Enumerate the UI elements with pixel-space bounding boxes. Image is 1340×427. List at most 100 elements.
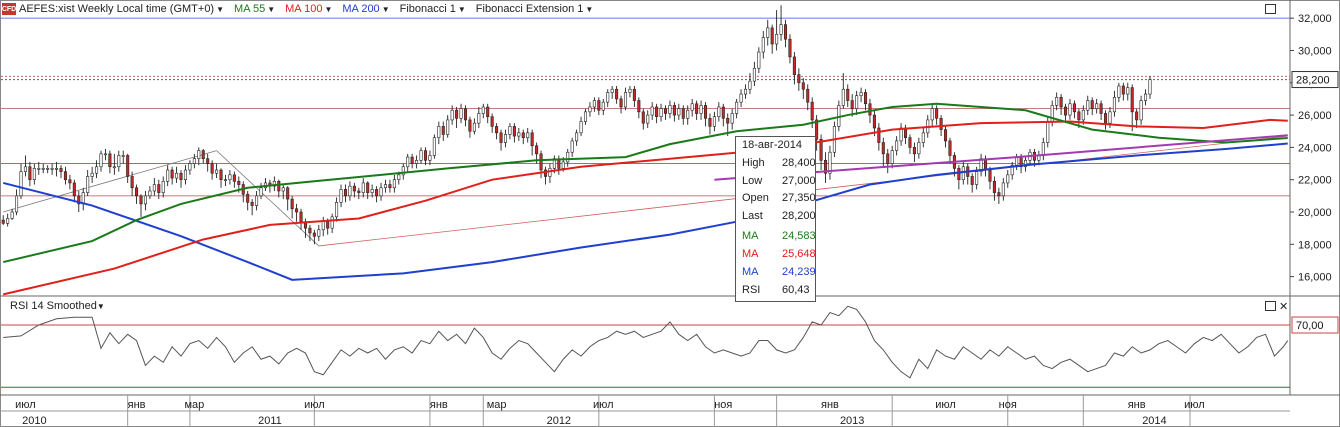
candle — [59, 165, 63, 179]
candle-body — [77, 195, 81, 205]
candle — [543, 166, 548, 185]
candle — [272, 176, 276, 191]
candle-body — [975, 171, 979, 185]
ma100-indicator-toggle[interactable]: MA 100 ▼ — [285, 3, 332, 15]
candle — [175, 166, 179, 183]
candle — [792, 52, 796, 85]
candle-body — [68, 179, 72, 184]
candle-body — [50, 168, 54, 170]
candle — [441, 121, 445, 141]
candle-body — [1095, 103, 1099, 109]
candle — [401, 163, 405, 180]
candle — [290, 195, 294, 219]
candle — [406, 153, 410, 172]
candle-body — [877, 127, 881, 143]
candle-body — [450, 109, 454, 121]
candle — [672, 102, 676, 122]
candle — [970, 173, 974, 193]
candle — [388, 179, 392, 193]
candle — [450, 105, 454, 125]
price-tick-label: 24,000 — [1298, 142, 1332, 154]
candle-body — [815, 119, 819, 140]
candle — [548, 163, 552, 183]
candle — [481, 103, 485, 119]
caret-down-icon: ▼ — [216, 4, 225, 14]
candle — [1126, 82, 1130, 101]
candle — [1001, 178, 1005, 201]
candle-body — [55, 168, 59, 170]
candle — [988, 166, 992, 190]
symbol-selector[interactable]: AEFES:xist Weekly Local time (GMT+0) ▼ — [19, 3, 224, 15]
rsi-panel-title[interactable]: RSI 14 Smoothed▼ — [10, 300, 105, 312]
rsi-level-label: 70,00 — [1296, 320, 1324, 332]
candle — [19, 163, 23, 200]
candle — [823, 152, 828, 183]
candle — [601, 98, 605, 116]
current-price-tag — [1291, 71, 1339, 89]
candle-body — [948, 140, 952, 156]
candle — [32, 163, 36, 185]
candle — [392, 174, 396, 193]
candle — [1148, 76, 1152, 99]
candle — [517, 128, 521, 141]
fibonacci-tool-toggle[interactable]: Fibonacci 1 ▼ — [400, 3, 466, 15]
candle-body — [663, 108, 668, 114]
candle-body — [721, 106, 725, 119]
candle — [317, 224, 321, 242]
candle-body — [1024, 160, 1028, 168]
ma55-indicator-toggle[interactable]: MA 55 ▼ — [234, 3, 275, 15]
candle-body — [419, 150, 423, 161]
candle-body — [32, 168, 36, 180]
candle-body — [823, 160, 828, 174]
candle-body — [223, 179, 227, 181]
candle-body — [161, 181, 165, 193]
candle — [895, 136, 899, 156]
maximize-main-panel-icon[interactable] — [1265, 4, 1276, 14]
candle-body — [730, 113, 734, 124]
candle — [148, 186, 152, 200]
candle-body — [681, 108, 685, 119]
close-rsi-panel-icon[interactable]: ✕ — [1279, 301, 1289, 313]
symbol-label: AEFES:xist Weekly Local time (GMT+0) — [19, 3, 215, 15]
candle-body — [1072, 103, 1076, 113]
candle — [957, 165, 961, 190]
candle-body — [99, 153, 103, 168]
candle-body — [1117, 85, 1121, 98]
candle-body — [775, 34, 779, 45]
candle — [321, 216, 325, 237]
price-tick-label: 26,000 — [1298, 110, 1332, 122]
candle — [339, 184, 343, 208]
candle — [592, 97, 596, 112]
candle-body — [712, 116, 716, 127]
candle — [1006, 170, 1010, 188]
candle — [708, 113, 712, 135]
candle-body — [19, 171, 23, 197]
month-label: ноя — [714, 399, 732, 411]
fib-label: Fibonacci 1 — [399, 3, 456, 15]
fibonacci-extension-toggle[interactable]: Fibonacci Extension 1 ▼ — [476, 3, 594, 15]
candle-body — [970, 176, 974, 185]
candle-body — [255, 195, 259, 206]
candle-body — [335, 202, 339, 218]
candle — [90, 166, 94, 183]
month-label: июл — [593, 399, 614, 411]
candle — [250, 199, 254, 216]
candle — [1130, 84, 1134, 132]
candle-body — [126, 155, 130, 177]
candle-body — [583, 111, 588, 122]
candle-body — [1148, 79, 1152, 95]
candle-body — [601, 101, 605, 111]
candle — [775, 10, 779, 51]
candle — [526, 128, 530, 143]
candle — [81, 187, 85, 211]
maximize-rsi-panel-icon[interactable] — [1265, 301, 1276, 311]
ma200-indicator-toggle[interactable]: MA 200 ▼ — [342, 3, 389, 15]
candle — [103, 149, 107, 161]
ma55-line — [2, 102, 1288, 264]
candle-body — [921, 132, 925, 143]
candle-body — [401, 166, 405, 176]
candle — [161, 176, 165, 198]
